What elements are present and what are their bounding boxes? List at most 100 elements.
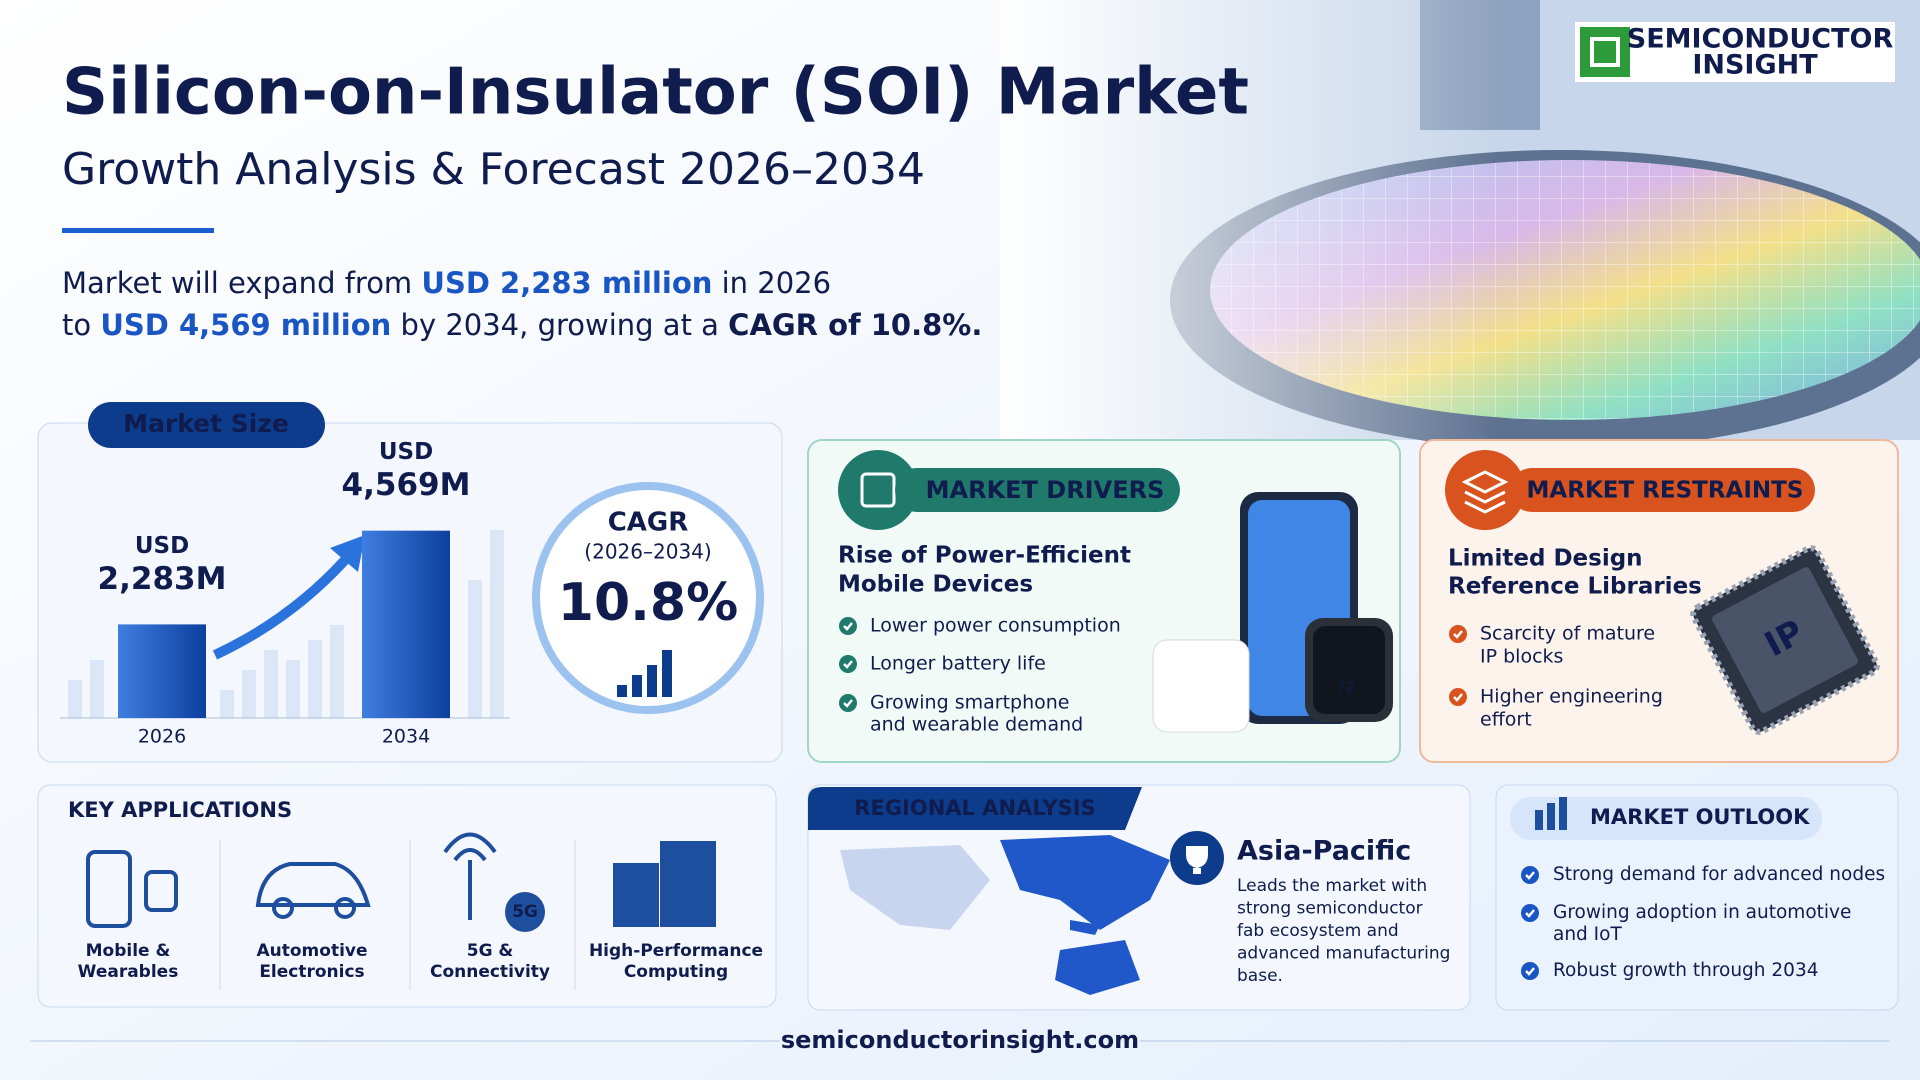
text: Robust growth through 2034 xyxy=(1553,960,1819,981)
bar xyxy=(362,530,450,718)
cagr-icon xyxy=(617,650,672,697)
arrow-head xyxy=(330,535,365,572)
text: 10.8% xyxy=(558,573,738,633)
map xyxy=(1000,835,1170,995)
text: Automotive xyxy=(256,941,367,961)
text: effort xyxy=(1480,709,1532,731)
text: strong semiconductor xyxy=(1237,899,1423,919)
underline xyxy=(62,228,214,233)
summary-part: USD 4,569 million xyxy=(100,308,391,342)
text: Mobile Devices xyxy=(838,572,1033,598)
bg-bars xyxy=(68,530,504,718)
text: Mobile & xyxy=(86,941,171,961)
text: High-Performance xyxy=(589,941,763,961)
text: Leads the market with xyxy=(1237,876,1427,896)
trophy xyxy=(1186,846,1208,874)
map-other xyxy=(840,845,990,930)
text: 2026 xyxy=(138,726,186,748)
earbuds-case xyxy=(1152,639,1250,733)
check-mark xyxy=(843,699,853,708)
summary-line: to USD 4,569 million by 2034, growing at… xyxy=(62,308,982,342)
text: 2034 xyxy=(382,726,430,748)
text: and wearable demand xyxy=(870,714,1083,736)
text: Electronics xyxy=(259,962,364,982)
watch-reading: 72 xyxy=(1337,680,1355,696)
icon-chip xyxy=(860,472,896,508)
text: MARKET DRIVERS xyxy=(926,476,1165,504)
check-mark xyxy=(843,660,853,669)
check-mark xyxy=(843,622,853,631)
5g-badge xyxy=(505,892,545,932)
text: Strong demand for advanced nodes xyxy=(1553,864,1885,885)
text: 2,283M xyxy=(98,561,227,597)
logo-text: INSIGHT xyxy=(1692,50,1818,81)
cagr-circle xyxy=(532,482,764,714)
check-mark xyxy=(1525,909,1535,918)
outlook-panel xyxy=(1495,784,1899,1011)
text: KEY APPLICATIONS xyxy=(68,798,292,822)
summary-part: by 2034, growing at a xyxy=(391,308,728,342)
text: Reference Libraries xyxy=(1448,574,1702,600)
text: Limited Design xyxy=(1448,546,1643,572)
growth-arrow xyxy=(212,556,349,660)
driver-icon xyxy=(838,450,918,530)
text: advanced manufacturing xyxy=(1237,944,1450,964)
check-mark xyxy=(1453,693,1463,702)
text: Longer battery life xyxy=(870,653,1046,675)
text: 4,569M xyxy=(342,467,471,503)
chip: IP xyxy=(1690,545,1880,735)
text: Wearables xyxy=(78,962,179,982)
text: MARKET RESTRAINTS xyxy=(1527,478,1804,504)
app-icons xyxy=(86,832,716,928)
restraint-icon xyxy=(1445,450,1525,530)
text: USD xyxy=(135,533,189,559)
text: Connectivity xyxy=(430,962,550,982)
tab xyxy=(88,402,325,448)
summary-part: USD 2,283 million xyxy=(421,266,712,300)
tab xyxy=(1510,797,1822,840)
text: (2026–2034) xyxy=(584,540,711,564)
text: Lower power consumption xyxy=(870,615,1121,637)
tab xyxy=(808,787,1142,830)
text: 5G & xyxy=(467,941,514,961)
icon-layers xyxy=(1461,470,1509,514)
text: REGIONAL ANALYSIS xyxy=(854,796,1095,820)
check-mark xyxy=(1525,967,1535,976)
text: Growing adoption in automotive xyxy=(1553,902,1851,923)
dividers xyxy=(219,840,576,990)
text: Growing smartphone xyxy=(870,692,1069,714)
applications-panel xyxy=(37,784,777,1008)
outlook-icon xyxy=(1535,797,1567,830)
footer-url: semiconductorinsight.com xyxy=(781,1026,1139,1054)
text: USD xyxy=(379,439,433,465)
text: Asia-Pacific xyxy=(1237,836,1411,867)
summary-line: Market will expand from USD 2,283 millio… xyxy=(62,266,831,300)
text: CAGR xyxy=(608,508,689,538)
summary-part: Market will expand from xyxy=(62,266,421,300)
text: and IoT xyxy=(1553,924,1622,945)
subtitle: Growth Analysis & Forecast 2026–2034 xyxy=(62,144,925,195)
summary-part: CAGR of 10.8%. xyxy=(728,308,982,342)
title: Silicon-on-Insulator (SOI) Market xyxy=(62,56,1249,130)
summary-part: in 2026 xyxy=(712,266,831,300)
summary-part: to xyxy=(62,308,100,342)
text: IP blocks xyxy=(1480,646,1563,668)
logo-text: SEMICONDUCTOR xyxy=(1627,24,1894,55)
watch-screen xyxy=(1313,626,1385,714)
text: fab ecosystem and xyxy=(1237,921,1399,941)
text: Market Size xyxy=(123,409,289,438)
check-mark xyxy=(1525,871,1535,880)
badge-text: 5G xyxy=(512,902,538,922)
tab xyxy=(1510,468,1815,512)
bar xyxy=(118,624,206,718)
text: MARKET OUTLOOK xyxy=(1590,805,1810,829)
text: Computing xyxy=(624,962,728,982)
text: Scarcity of mature xyxy=(1480,623,1655,645)
text: Rise of Power-Efficient xyxy=(838,543,1131,569)
check-mark xyxy=(1453,630,1463,639)
logo: SEMICONDUCTOR INSIGHT xyxy=(1575,22,1895,82)
text: Higher engineering xyxy=(1480,686,1663,708)
text: base. xyxy=(1237,966,1283,986)
